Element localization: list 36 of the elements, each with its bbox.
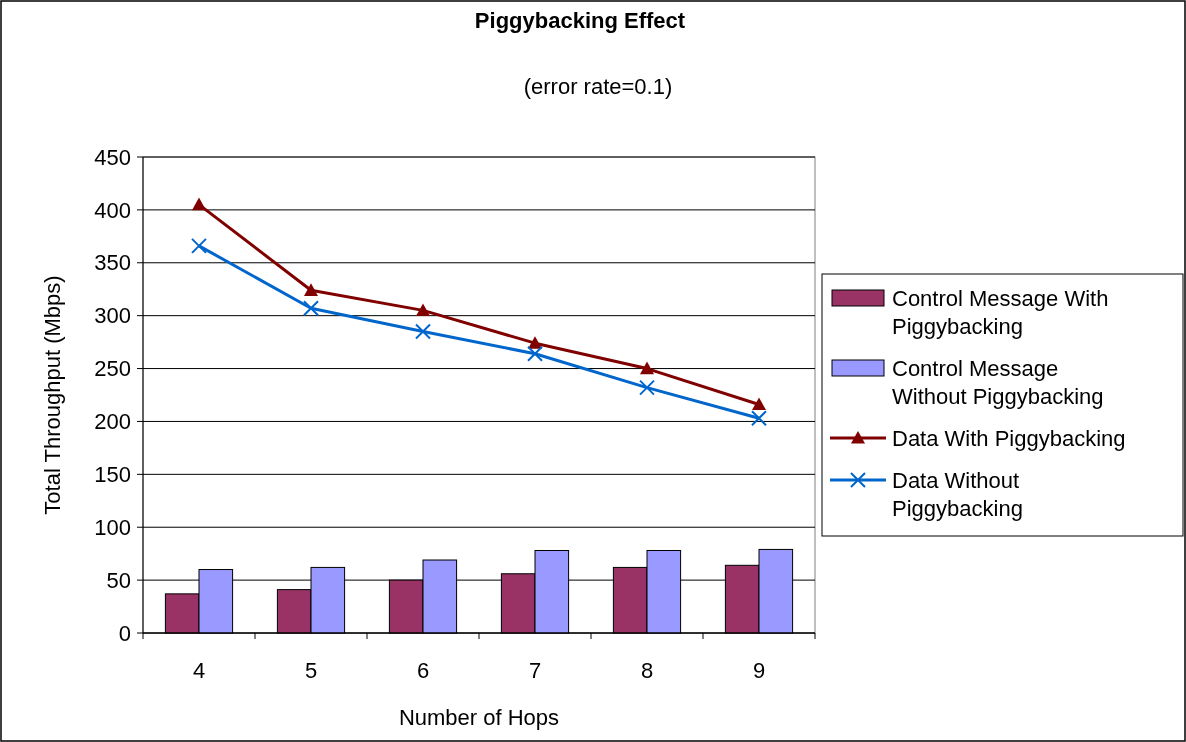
x-tick-label: 5: [304, 658, 318, 683]
x-tick-label: 6: [416, 658, 430, 683]
chart-title: Piggybacking Effect: [474, 8, 686, 33]
point: [527, 345, 543, 362]
point: [192, 197, 206, 211]
point: [639, 379, 655, 396]
x-tick-label: 9: [752, 658, 766, 683]
point: [415, 323, 431, 340]
x-tick-label: 7: [528, 658, 542, 683]
y-tick-label: 200: [94, 409, 131, 435]
point: [304, 283, 318, 296]
point: [191, 237, 207, 254]
x-tick-label: 8: [640, 658, 654, 683]
legend-label: Data Without Piggybacking: [892, 467, 1023, 521]
y-tick-label: 450: [94, 144, 131, 170]
y-tick-label: 350: [94, 250, 131, 276]
y-tick-label: 100: [94, 514, 131, 540]
point: [640, 361, 654, 375]
point: [752, 397, 766, 411]
y-axis-title: Total Throughput (Mbps): [40, 275, 65, 515]
chart-subtitle: (error rate=0.1): [523, 74, 673, 99]
y-tick-label: 50: [106, 567, 131, 593]
y-tick-label: 400: [94, 197, 131, 223]
y-tick-label: 300: [94, 303, 131, 329]
y-tick-label: 0: [118, 620, 131, 646]
legend-label: Control Message With Piggybacking: [892, 285, 1109, 339]
point: [528, 336, 542, 349]
x-tick-label: 4: [192, 658, 206, 683]
point: [416, 303, 430, 316]
point: [303, 300, 319, 317]
y-tick-label: 250: [94, 356, 131, 382]
legend-label: Control Message Without Piggybacking: [892, 355, 1104, 409]
point: [751, 410, 767, 427]
legend-label: Data With Piggybacking: [892, 425, 1126, 451]
x-axis-title: Number of Hops: [398, 705, 560, 730]
y-tick-label: 150: [94, 462, 131, 488]
